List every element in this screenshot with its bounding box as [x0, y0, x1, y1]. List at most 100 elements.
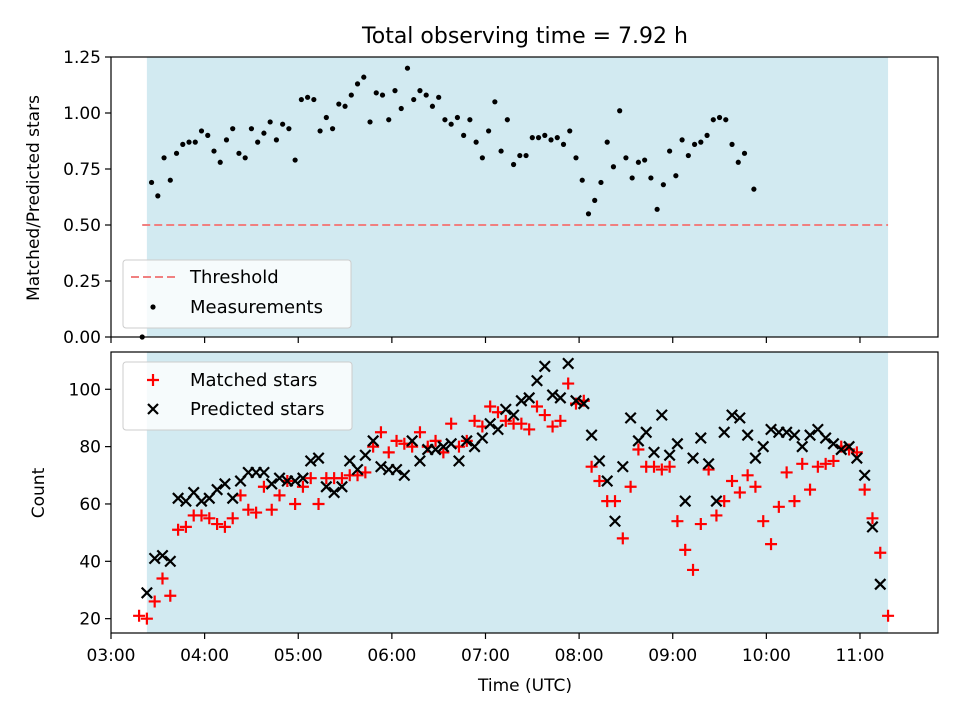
matched-star-point [265, 503, 278, 516]
predicted-star-point [796, 440, 809, 453]
predicted-star-point [367, 434, 380, 447]
bottom-y-tick-label: 40 [79, 552, 101, 572]
predicted-star-point [211, 483, 224, 496]
measurement-point [242, 155, 248, 161]
predicted-star-point [437, 440, 450, 453]
measurement-point [305, 94, 311, 100]
top-y-axis-label: Matched/Predicted stars [24, 95, 44, 301]
measurement-point [542, 132, 548, 138]
predicted-star-point [804, 429, 817, 442]
measurement-point [492, 99, 498, 105]
bottom-y-axis-label: Count [29, 467, 49, 518]
measurement-point [273, 137, 279, 143]
x-tick-label: 09:00 [648, 646, 697, 666]
measurement-point [729, 141, 735, 147]
predicted-star-point [507, 409, 520, 422]
measurement-point [386, 117, 392, 123]
predicted-star-point [335, 480, 348, 493]
matched-star-point [273, 489, 286, 502]
matched-star-point [530, 400, 543, 413]
measurement-point [517, 152, 523, 159]
predicted-star-point [476, 432, 489, 444]
x-tick-label: 04:00 [180, 646, 229, 666]
matched-star-point [484, 400, 497, 413]
measurement-point [267, 119, 273, 125]
measurement-point [404, 65, 411, 71]
x-tick-label: 06:00 [367, 646, 416, 666]
predicted-star-point [858, 469, 871, 482]
predicted-star-point [406, 434, 419, 447]
predicted-star-point [570, 394, 582, 407]
matched-star-point [133, 609, 146, 622]
predicted-star-point [429, 443, 442, 456]
predicted-star-point [531, 374, 543, 387]
bottom-plot-area [133, 357, 895, 625]
measurement-point [504, 117, 510, 123]
matched-star-point [811, 460, 824, 473]
measurement-point [173, 150, 180, 156]
measurement-point [467, 117, 473, 123]
predicted-star-point [866, 520, 879, 533]
matched-star-point [796, 457, 809, 470]
measurement-point [280, 121, 286, 127]
measurement-point [648, 175, 654, 181]
legend-matched-swatch [147, 374, 159, 386]
measurement-point [205, 132, 211, 138]
matched-star-point [694, 518, 707, 531]
predicted-star-point [780, 426, 793, 439]
predicted-star-point [663, 449, 676, 462]
bottom-legend-box [122, 361, 353, 431]
matched-star-point [156, 572, 169, 585]
matched-star-point [687, 563, 700, 576]
bottom-y-tick-label: 20 [79, 610, 101, 630]
matched-star-point [242, 503, 255, 516]
measurement-point [248, 126, 255, 132]
matched-star-point [718, 495, 731, 508]
x-tick-label: 05:00 [274, 646, 323, 666]
legend-predicted-swatch [147, 403, 159, 415]
measurement-point [604, 139, 610, 145]
matched-star-point [538, 409, 551, 422]
measurement-point [679, 137, 685, 143]
predicted-star-point [460, 434, 473, 447]
legend-measurements-swatch [150, 304, 156, 310]
matched-star-point [304, 472, 317, 485]
measurement-point [161, 155, 167, 161]
measurement-point [723, 117, 729, 123]
measurement-point [448, 121, 454, 127]
measurement-point [510, 161, 517, 168]
matched-star-point [850, 446, 863, 459]
measurement-point [148, 179, 155, 186]
matched-star-point [671, 515, 684, 528]
predicted-star-point [312, 452, 325, 465]
matched-star-point [772, 500, 785, 513]
predicted-star-point [140, 586, 153, 599]
measurement-point [261, 130, 267, 136]
measurement-point [704, 132, 710, 138]
predicted-star-point [499, 403, 512, 416]
matched-star-point [616, 532, 629, 545]
predicted-star-point [593, 454, 606, 467]
x-tick-label: 03:00 [87, 646, 136, 666]
matched-star-point [749, 480, 762, 493]
measurement-point [579, 177, 585, 183]
predicted-star-point [850, 452, 863, 465]
measurement-point [292, 157, 298, 163]
measurement-point [567, 128, 573, 134]
matched-star-point [374, 426, 387, 439]
legend-predicted-label: Predicted stars [190, 399, 324, 420]
matched-star-point [226, 512, 239, 525]
x-tick-label: 07:00 [461, 646, 510, 666]
matched-star-point [741, 469, 754, 482]
matched-star-point [648, 460, 661, 473]
legend-measurements-label: Measurements [190, 297, 323, 318]
measurement-point [473, 139, 479, 145]
measurement-point [548, 137, 554, 143]
matched-star-point [585, 460, 598, 473]
chart-title: Total observing time = 7.92 h [361, 24, 688, 49]
x-tick-label: 08:00 [555, 646, 604, 666]
matched-star-point [413, 426, 426, 439]
measurement-point [741, 150, 748, 156]
predicted-star-point [148, 552, 161, 565]
predicted-star-point [523, 391, 536, 404]
